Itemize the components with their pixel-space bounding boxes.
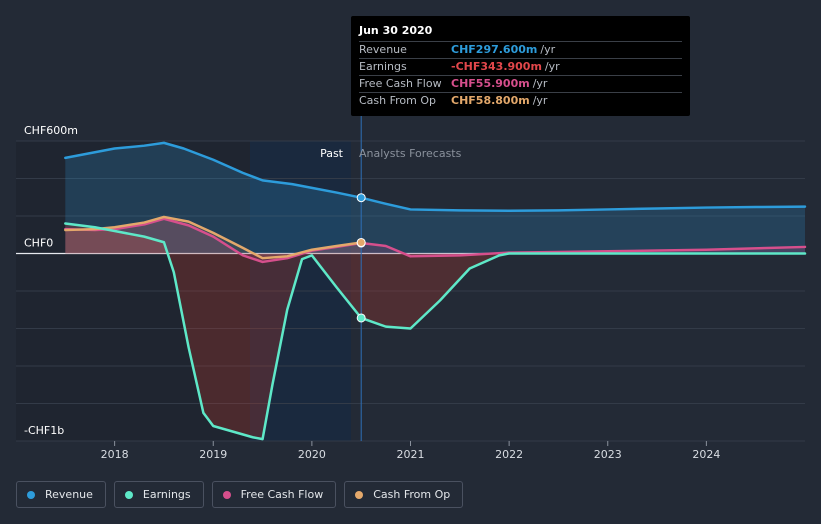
x-tick-label: 2023	[594, 448, 622, 461]
legend-item-earnings[interactable]: Earnings	[113, 481, 204, 508]
legend-dot-icon	[27, 490, 35, 499]
past-label: Past	[320, 147, 344, 160]
legend-dot-icon	[124, 490, 133, 499]
tooltip-row-free-cash-flow: Free Cash Flow CHF55.900m /yr	[359, 75, 682, 92]
legend-label: Revenue	[45, 488, 93, 501]
tooltip-label: Cash From Op	[359, 94, 437, 107]
tooltip-unit: /yr	[544, 60, 560, 73]
marker-revenue	[356, 193, 366, 203]
y-tick-label: -CHF1b	[24, 424, 64, 437]
tooltip-unit: /yr	[540, 43, 556, 56]
legend-item-free-cash-flow[interactable]: Free Cash Flow	[211, 481, 337, 508]
tooltip-date: Jun 30 2020	[359, 24, 433, 37]
line-revenue	[64, 141, 807, 212]
tooltip-value: -CHF343.900m	[451, 60, 542, 73]
hover-markers	[356, 193, 366, 323]
tooltip-label: Free Cash Flow	[359, 77, 442, 90]
x-tick-label: 2018	[101, 448, 129, 461]
x-tick-label: 2020	[298, 448, 326, 461]
line-cash-from-op	[64, 215, 363, 260]
line-earnings	[64, 222, 807, 441]
tooltip-value: CHF297.600m	[451, 43, 538, 56]
x-tick-label: 2024	[692, 448, 720, 461]
tooltip: Jun 30 2020 Revenue CHF297.600m /yr Earn…	[351, 16, 690, 116]
legend-item-cash-from-op[interactable]: Cash From Op	[344, 481, 464, 508]
y-tick-label: CHF600m	[24, 124, 78, 137]
tooltip-label: Earnings	[359, 60, 407, 73]
marker-earnings	[356, 313, 366, 323]
area-revenue	[65, 142, 805, 254]
tooltip-label: Revenue	[359, 43, 407, 56]
tooltip-value: CHF58.800m	[451, 94, 530, 107]
tooltip-unit: /yr	[532, 77, 548, 90]
forecast-label: Analysts Forecasts	[359, 147, 462, 160]
x-tick-label: 2019	[199, 448, 227, 461]
tooltip-row-revenue: Revenue CHF297.600m /yr	[359, 41, 682, 58]
legend: Revenue Earnings Free Cash Flow Cash Fro…	[16, 481, 464, 508]
legend-dot-icon	[222, 490, 231, 499]
y-tick-label: CHF0	[24, 237, 53, 250]
tooltip-unit: /yr	[532, 94, 548, 107]
legend-item-revenue[interactable]: Revenue	[16, 481, 106, 508]
area-earnings	[65, 223, 805, 440]
x-tick-label: 2022	[495, 448, 523, 461]
tooltip-row-earnings: Earnings -CHF343.900m /yr	[359, 58, 682, 75]
tooltip-row-cash-from-op: Cash From Op CHF58.800m /yr	[359, 92, 682, 109]
x-axis-ticks: 2018 2019 2020 2021 2022 2023 2024	[101, 441, 720, 461]
legend-label: Cash From Op	[373, 488, 451, 501]
tooltip-value: CHF55.900m	[451, 77, 530, 90]
legend-label: Earnings	[142, 488, 191, 501]
x-tick-label: 2021	[397, 448, 425, 461]
legend-label: Free Cash Flow	[240, 488, 324, 501]
y-axis-labels: CHF600m CHF0 -CHF1b	[24, 124, 78, 437]
legend-dot-icon	[355, 490, 364, 499]
series-lines	[64, 141, 807, 441]
marker-cash-from-op	[356, 237, 366, 247]
